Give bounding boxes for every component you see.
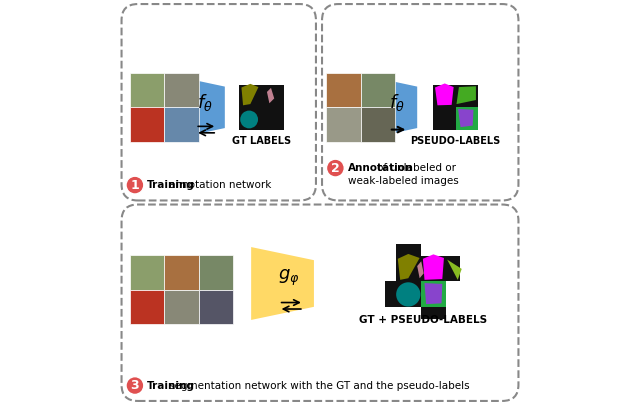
Bar [164, 290, 198, 324]
Polygon shape [456, 86, 476, 104]
Bar [130, 107, 164, 142]
Bar [326, 73, 360, 107]
Text: $f_\theta$: $f_\theta$ [389, 92, 405, 113]
Bar [421, 281, 446, 307]
Polygon shape [424, 283, 442, 304]
Bar [456, 107, 478, 130]
Bar [164, 107, 198, 142]
Bar [456, 107, 478, 130]
Bar [421, 307, 446, 319]
Circle shape [126, 176, 144, 194]
Text: annotation network: annotation network [169, 180, 271, 190]
Circle shape [240, 111, 258, 128]
Text: $g_\varphi$: $g_\varphi$ [278, 267, 300, 288]
Bar [421, 256, 446, 281]
Bar [433, 85, 456, 107]
Bar [396, 256, 421, 281]
Polygon shape [170, 75, 225, 140]
Bar [198, 290, 233, 324]
Bar [326, 107, 360, 142]
Polygon shape [458, 109, 474, 127]
Circle shape [396, 282, 420, 307]
Bar [239, 85, 261, 107]
Text: GT LABELS: GT LABELS [232, 136, 291, 146]
Polygon shape [398, 254, 420, 280]
Text: 3: 3 [131, 379, 140, 392]
Bar [130, 255, 164, 290]
Bar [360, 73, 395, 107]
Text: Training: Training [147, 180, 195, 190]
Text: $f_\theta$: $f_\theta$ [196, 92, 212, 113]
Bar [164, 73, 198, 107]
Bar [130, 290, 164, 324]
Text: PSEUDO-LABELS: PSEUDO-LABELS [410, 136, 501, 146]
Bar [130, 73, 164, 107]
Bar [421, 281, 446, 307]
Polygon shape [417, 261, 424, 278]
Text: GT + PSEUDO-LABELS: GT + PSEUDO-LABELS [359, 315, 487, 326]
Bar [261, 107, 284, 130]
Bar [433, 107, 456, 130]
Text: 2: 2 [331, 162, 340, 175]
Bar [396, 281, 421, 307]
Bar [164, 255, 198, 290]
Text: segmentation network with the GT and the pseudo-labels: segmentation network with the GT and the… [169, 381, 470, 390]
Text: Annotation: Annotation [348, 163, 413, 173]
Polygon shape [362, 75, 417, 140]
Polygon shape [251, 247, 314, 320]
Bar [385, 281, 396, 307]
Circle shape [126, 377, 144, 394]
Text: 1: 1 [131, 179, 140, 192]
Text: Training: Training [147, 381, 195, 390]
Bar [360, 107, 395, 142]
Text: weak-labeled images: weak-labeled images [348, 176, 458, 186]
Polygon shape [447, 260, 461, 280]
Bar [446, 256, 460, 281]
Polygon shape [267, 88, 274, 103]
Polygon shape [423, 254, 444, 280]
Polygon shape [435, 83, 454, 105]
Polygon shape [241, 84, 259, 105]
Bar [198, 255, 233, 290]
Bar [456, 85, 478, 107]
Circle shape [326, 159, 344, 177]
Text: of unlabeled or: of unlabeled or [377, 163, 456, 173]
Bar [396, 244, 421, 256]
Bar [261, 85, 284, 107]
Bar [239, 107, 261, 130]
